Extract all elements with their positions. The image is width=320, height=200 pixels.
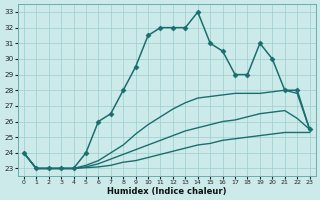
- X-axis label: Humidex (Indice chaleur): Humidex (Indice chaleur): [107, 187, 227, 196]
